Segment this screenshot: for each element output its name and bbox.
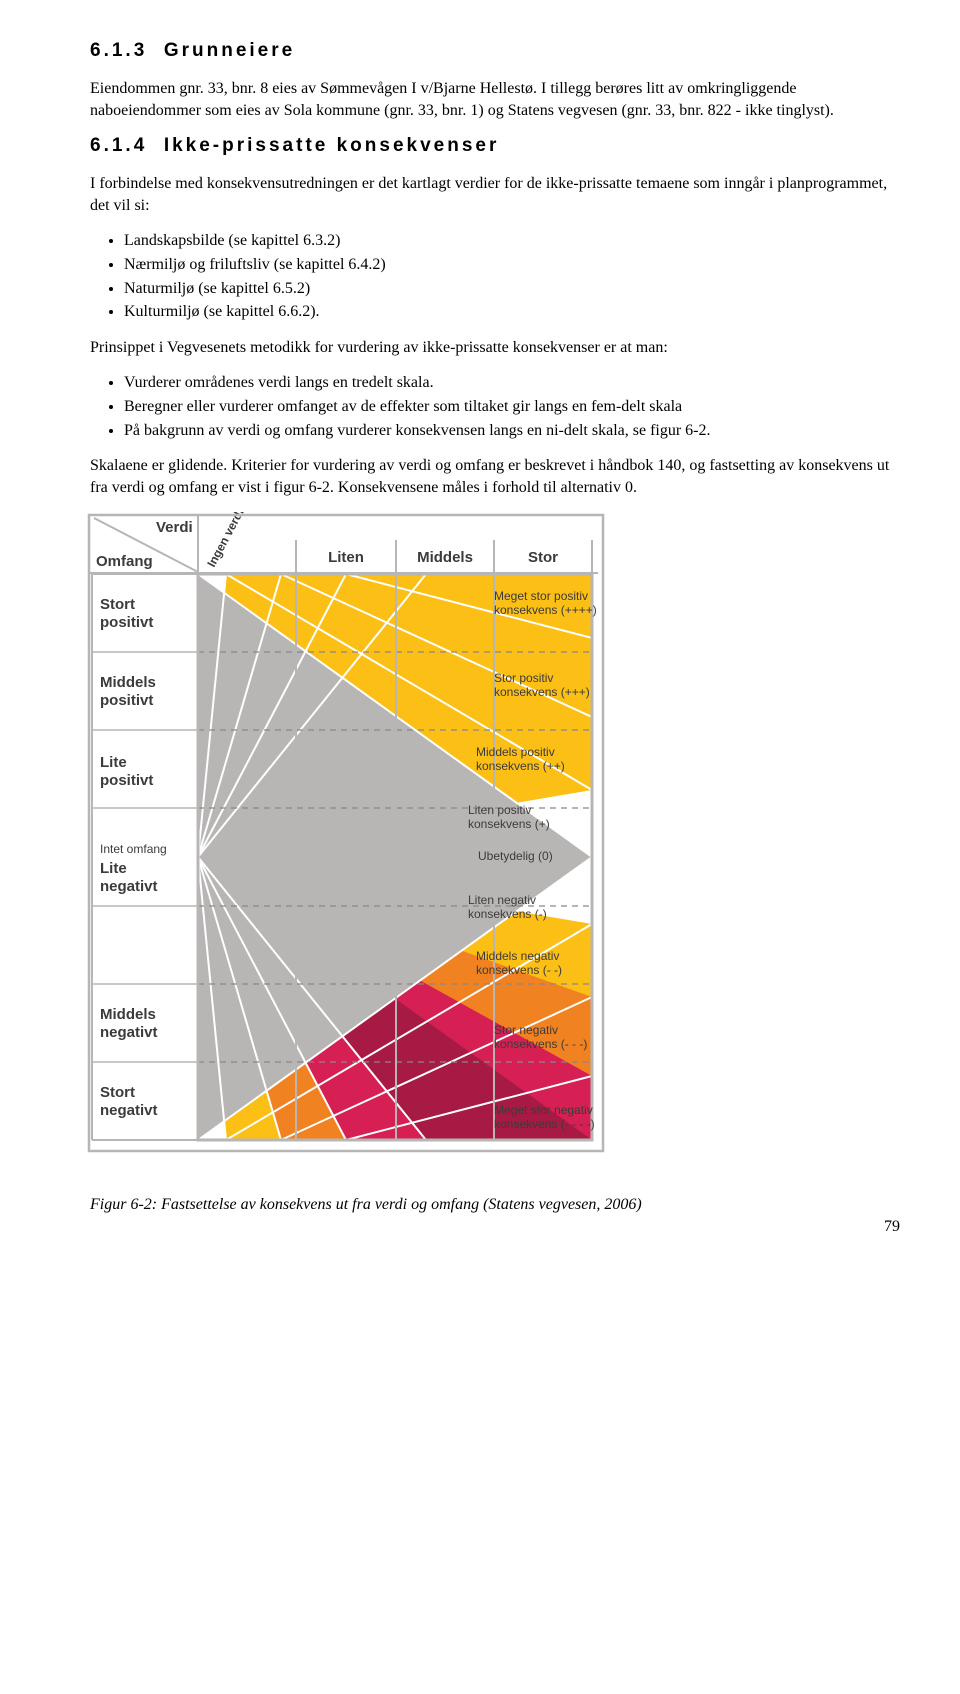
section-number: 6.1.3 [90, 40, 147, 61]
consequence-matrix-diagram: VerdiOmfang Ingen verdi Liten Middels Stor St… [86, 512, 606, 1192]
svg-text:Verdi: Verdi [156, 519, 193, 536]
section-heading-613: 6.1.3 Grunneiere [90, 40, 900, 62]
svg-text:Middels: Middels [100, 674, 156, 691]
svg-text:Middels: Middels [417, 549, 473, 566]
svg-text:positivt: positivt [100, 772, 153, 789]
section-heading-614: 6.1.4 Ikke-prissatte konsekvenser [90, 135, 900, 157]
svg-text:konsekvens (- -): konsekvens (- -) [476, 963, 562, 977]
figure-6-2: VerdiOmfang Ingen verdi Liten Middels Stor St… [90, 512, 900, 1214]
svg-text:Intet omfang: Intet omfang [100, 842, 167, 856]
list-item: Kulturmiljø (se kapittel 6.6.2). [124, 301, 900, 323]
svg-text:Meget stor positiv: Meget stor positiv [494, 589, 588, 603]
svg-text:Stort: Stort [100, 1084, 135, 1101]
page-number: 79 [90, 1218, 900, 1236]
svg-text:konsekvens (++): konsekvens (++) [476, 759, 565, 773]
section-614-principle: Prinsippet i Vegvesenets metodikk for vu… [90, 337, 900, 359]
svg-text:konsekvens (- - - -): konsekvens (- - - -) [494, 1117, 595, 1131]
svg-text:Ingen verdi: Ingen verdi [204, 512, 246, 569]
list-item: Naturmiljø (se kapittel 6.5.2) [124, 278, 900, 300]
svg-text:konsekvens (++++): konsekvens (++++) [494, 603, 597, 617]
svg-text:Stor negativ: Stor negativ [494, 1023, 558, 1037]
svg-text:Middels negativ: Middels negativ [476, 949, 559, 963]
section-title-text: Ikke-prissatte konsekvenser [164, 135, 500, 156]
list-item: Vurderer områdenes verdi langs en tredel… [124, 372, 900, 394]
svg-text:Ubetydelig (0): Ubetydelig (0) [478, 849, 553, 863]
svg-text:Lite: Lite [100, 754, 127, 771]
bullet-list-2: Vurderer områdenes verdi langs en tredel… [90, 372, 900, 441]
svg-text:Middels: Middels [100, 1006, 156, 1023]
svg-text:Liten positiv: Liten positiv [468, 803, 531, 817]
svg-text:Stort: Stort [100, 596, 135, 613]
svg-text:konsekvens (+++): konsekvens (+++) [494, 685, 590, 699]
list-item: Beregner eller vurderer omfanget av de e… [124, 396, 900, 418]
svg-text:konsekvens (- - -): konsekvens (- - -) [494, 1037, 587, 1051]
svg-text:Stor: Stor [528, 549, 558, 566]
svg-text:positivt: positivt [100, 614, 153, 631]
list-item: Landskapsbilde (se kapittel 6.3.2) [124, 230, 900, 252]
list-item: På bakgrunn av verdi og omfang vurderer … [124, 420, 900, 442]
svg-text:negativt: negativt [100, 878, 158, 895]
svg-text:Stor positiv: Stor positiv [494, 671, 553, 685]
svg-text:Liten negativ: Liten negativ [468, 893, 536, 907]
section-614-closing: Skalaene er glidende. Kriterier for vurd… [90, 455, 900, 498]
svg-text:Meget stor negativ: Meget stor negativ [494, 1103, 593, 1117]
svg-text:Lite: Lite [100, 860, 127, 877]
figure-caption: Figur 6-2: Fastsettelse av konsekvens ut… [90, 1196, 900, 1214]
svg-text:konsekvens (-): konsekvens (-) [468, 907, 547, 921]
section-614-intro: I forbindelse med konsekvensutredningen … [90, 173, 900, 216]
svg-text:positivt: positivt [100, 692, 153, 709]
section-613-para: Eiendommen gnr. 33, bnr. 8 eies av Sømme… [90, 78, 900, 121]
section-number: 6.1.4 [90, 135, 147, 156]
svg-text:negativt: negativt [100, 1102, 158, 1119]
svg-text:negativt: negativt [100, 1024, 158, 1041]
section-title-text: Grunneiere [164, 40, 295, 61]
bullet-list-1: Landskapsbilde (se kapittel 6.3.2) Nærmi… [90, 230, 900, 322]
svg-text:konsekvens (+): konsekvens (+) [468, 817, 550, 831]
svg-text:Omfang: Omfang [96, 553, 153, 570]
svg-text:Liten: Liten [328, 549, 364, 566]
svg-text:Middels positiv: Middels positiv [476, 745, 555, 759]
list-item: Nærmiljø og friluftsliv (se kapittel 6.4… [124, 254, 900, 276]
